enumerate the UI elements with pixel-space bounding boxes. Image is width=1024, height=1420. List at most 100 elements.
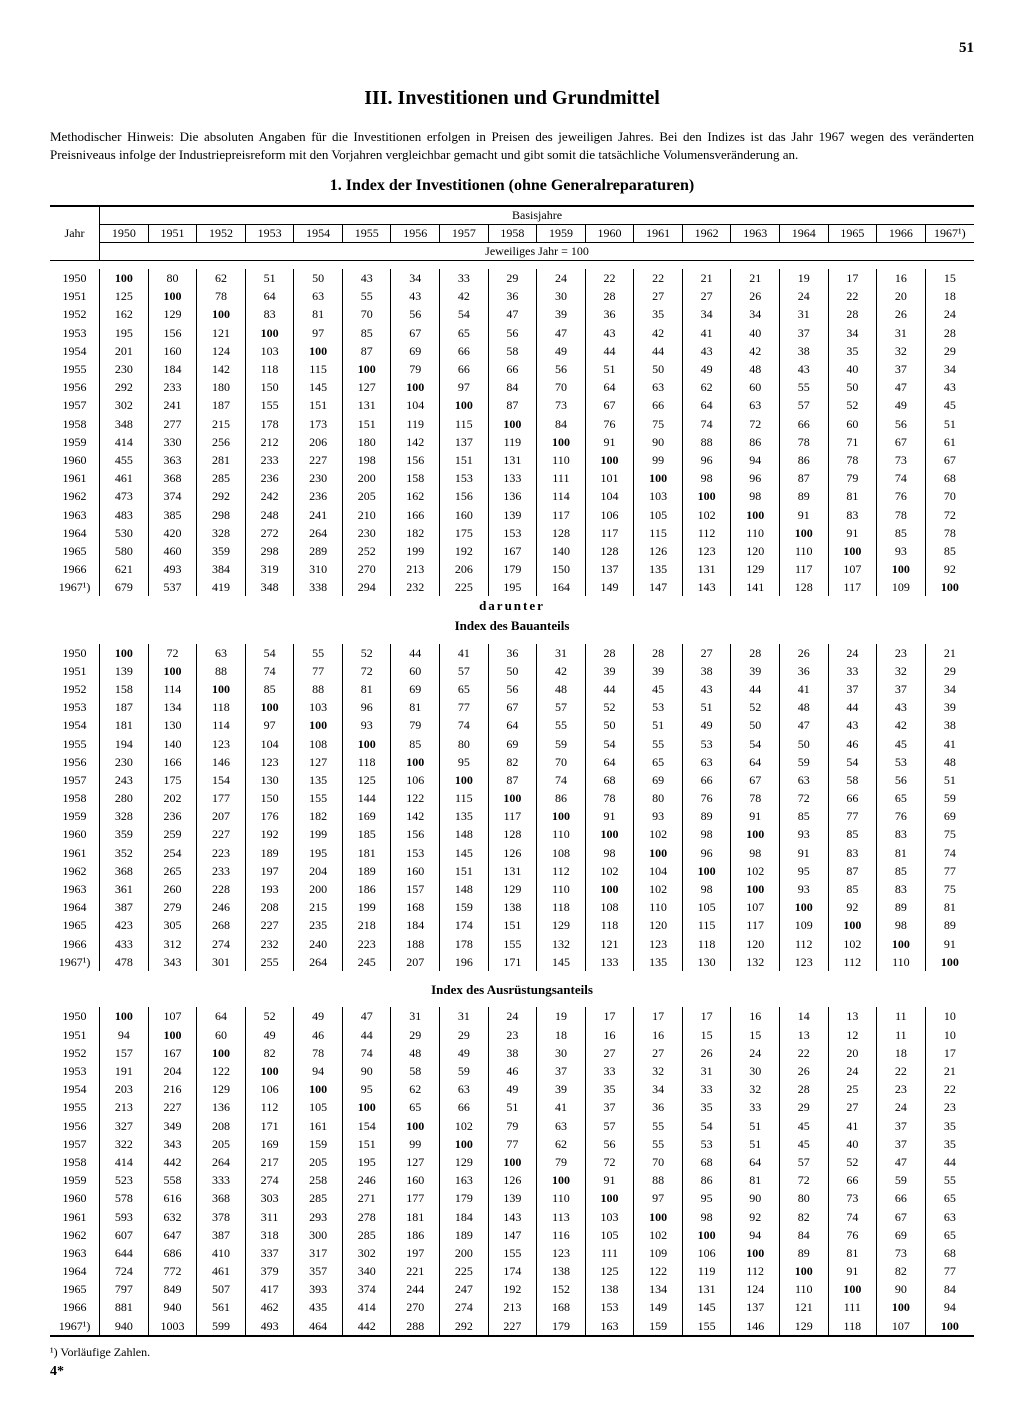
data-cell: 155 <box>488 935 537 953</box>
data-cell: 34 <box>731 305 780 323</box>
data-cell: 96 <box>682 844 731 862</box>
data-cell: 129 <box>197 1080 246 1098</box>
year-cell: 1954 <box>50 1080 100 1098</box>
data-cell: 215 <box>294 898 343 916</box>
data-cell: 368 <box>148 469 197 487</box>
data-cell: 180 <box>342 433 391 451</box>
data-cell: 32 <box>634 1062 683 1080</box>
data-cell: 100 <box>925 578 974 596</box>
data-cell: 28 <box>731 644 780 662</box>
data-cell: 162 <box>391 487 440 505</box>
data-cell: 423 <box>100 916 149 934</box>
data-cell: 100 <box>440 396 489 414</box>
data-cell: 128 <box>537 524 586 542</box>
data-cell: 55 <box>925 1171 974 1189</box>
data-cell: 73 <box>877 451 926 469</box>
data-cell: 37 <box>877 360 926 378</box>
data-cell: 213 <box>391 560 440 578</box>
data-cell: 328 <box>197 524 246 542</box>
data-cell: 123 <box>197 735 246 753</box>
data-cell: 37 <box>585 1098 634 1116</box>
data-cell: 21 <box>925 644 974 662</box>
data-cell: 67 <box>731 771 780 789</box>
year-cell: 1957 <box>50 771 100 789</box>
data-cell: 13 <box>828 1007 877 1025</box>
data-cell: 281 <box>197 451 246 469</box>
data-cell: 129 <box>537 916 586 934</box>
data-cell: 114 <box>148 680 197 698</box>
data-cell: 44 <box>585 342 634 360</box>
data-cell: 32 <box>877 662 926 680</box>
data-cell: 82 <box>245 1044 294 1062</box>
data-cell: 155 <box>294 789 343 807</box>
data-cell: 100 <box>342 360 391 378</box>
data-cell: 414 <box>342 1298 391 1316</box>
data-cell: 93 <box>779 880 828 898</box>
data-cell: 55 <box>779 378 828 396</box>
data-cell: 50 <box>585 716 634 734</box>
data-cell: 67 <box>877 1208 926 1226</box>
data-cell: 55 <box>537 716 586 734</box>
data-cell: 59 <box>537 735 586 753</box>
data-cell: 100 <box>488 1153 537 1171</box>
data-cell: 333 <box>197 1171 246 1189</box>
data-cell: 78 <box>197 287 246 305</box>
data-cell: 99 <box>391 1135 440 1153</box>
data-cell: 76 <box>682 789 731 807</box>
data-cell: 100 <box>488 789 537 807</box>
data-cell: 241 <box>294 506 343 524</box>
data-cell: 197 <box>245 862 294 880</box>
data-cell: 54 <box>731 735 780 753</box>
data-cell: 84 <box>779 1226 828 1244</box>
data-cell: 53 <box>682 1135 731 1153</box>
data-cell: 35 <box>634 305 683 323</box>
data-cell: 153 <box>440 469 489 487</box>
data-cell: 647 <box>148 1226 197 1244</box>
data-cell: 36 <box>634 1098 683 1116</box>
data-cell: 57 <box>779 396 828 414</box>
data-cell: 192 <box>245 825 294 843</box>
data-cell: 43 <box>342 269 391 287</box>
data-cell: 147 <box>488 1226 537 1244</box>
data-cell: 22 <box>779 1044 828 1062</box>
data-cell: 68 <box>682 1153 731 1171</box>
col-header: 1950 <box>100 225 149 243</box>
data-cell: 55 <box>634 1117 683 1135</box>
data-cell: 507 <box>197 1280 246 1298</box>
data-cell: 102 <box>634 880 683 898</box>
data-cell: 117 <box>488 807 537 825</box>
data-cell: 69 <box>391 680 440 698</box>
data-cell: 45 <box>877 735 926 753</box>
data-cell: 940 <box>100 1317 149 1336</box>
data-cell: 36 <box>488 287 537 305</box>
data-cell: 43 <box>877 698 926 716</box>
data-cell: 47 <box>779 716 828 734</box>
data-cell: 70 <box>342 305 391 323</box>
data-cell: 163 <box>585 1317 634 1336</box>
data-cell: 106 <box>682 1244 731 1262</box>
year-cell: 1960 <box>50 451 100 469</box>
col-header: 1955 <box>342 225 391 243</box>
data-cell: 343 <box>148 1135 197 1153</box>
data-cell: 177 <box>391 1189 440 1207</box>
data-cell: 151 <box>342 415 391 433</box>
data-cell: 16 <box>877 269 926 287</box>
sheet-mark: 4* <box>50 1364 974 1380</box>
data-cell: 103 <box>634 487 683 505</box>
data-cell: 45 <box>925 396 974 414</box>
data-cell: 17 <box>585 1007 634 1025</box>
data-cell: 298 <box>197 506 246 524</box>
data-cell: 33 <box>440 269 489 287</box>
data-cell: 77 <box>294 662 343 680</box>
data-cell: 126 <box>488 1171 537 1189</box>
year-cell: 1955 <box>50 735 100 753</box>
data-cell: 89 <box>779 487 828 505</box>
data-cell: 142 <box>197 360 246 378</box>
data-cell: 48 <box>731 360 780 378</box>
data-cell: 156 <box>148 324 197 342</box>
data-cell: 30 <box>537 1044 586 1062</box>
data-cell: 81 <box>925 898 974 916</box>
data-cell: 188 <box>391 935 440 953</box>
data-cell: 100 <box>779 898 828 916</box>
data-cell: 206 <box>440 560 489 578</box>
